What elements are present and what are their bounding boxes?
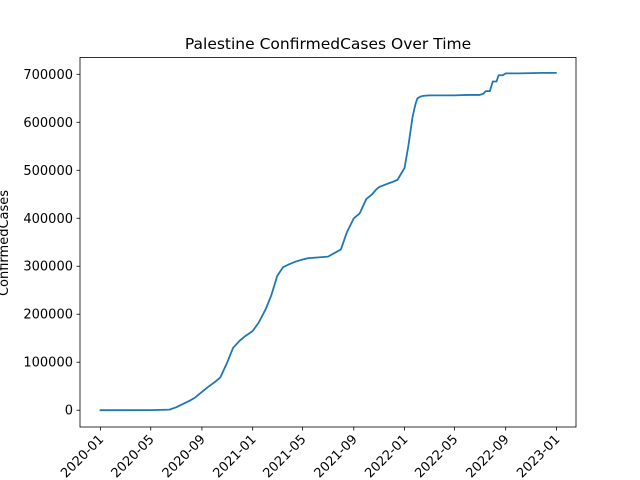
y-axis-label: ConfirmedCases [0, 190, 12, 296]
plot-frame [79, 57, 577, 428]
series-line [99, 71, 557, 412]
y-tick-label: 200000 [23, 308, 73, 323]
y-tick-label: 600000 [23, 116, 73, 131]
y-tick-label: 700000 [23, 68, 73, 83]
chart-title: Palestine ConfirmedCases Over Time [185, 35, 471, 53]
y-tick-label: 400000 [23, 212, 73, 227]
y-tick-label: 100000 [23, 356, 73, 371]
series-group [99, 71, 557, 412]
y-ticks: 0 100000 200000 300000 400000 500000 600000 700… [23, 68, 80, 419]
y-tick-label: 300000 [23, 260, 73, 275]
y-tick-label: 0 [65, 404, 73, 419]
y-tick-label: 500000 [23, 164, 73, 179]
